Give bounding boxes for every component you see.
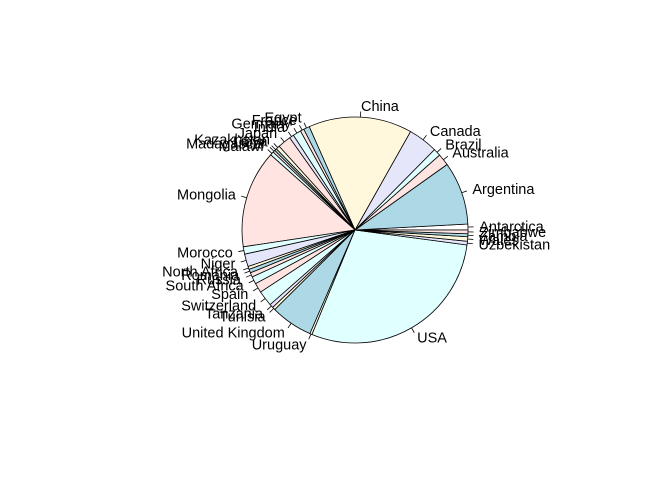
label-russia: Russia <box>197 272 242 288</box>
label-united-kingdom: United Kingdom <box>182 326 285 342</box>
label-zimbabwe: Zimbabwe <box>479 225 546 241</box>
leader-spain <box>252 287 259 292</box>
label-japan: Japan <box>238 126 278 142</box>
pie-leader-lines <box>238 111 474 340</box>
label-madagascar: Madagascar <box>186 136 266 152</box>
leader-united-kingdom <box>287 323 292 329</box>
label-south-africa: South Africa <box>166 278 245 294</box>
leader-germany <box>293 128 298 134</box>
label-usa: USA <box>417 331 447 347</box>
leader-japan <box>280 137 285 143</box>
label-romania: Romania <box>181 268 240 284</box>
label-kazakhstan: Kazakhstan <box>194 132 270 148</box>
leader-canada <box>422 135 427 141</box>
leader-tanzania <box>266 305 272 311</box>
leader-malawi <box>267 149 273 154</box>
label-argentina: Argentina <box>472 182 535 198</box>
label-wales: Wales <box>479 233 519 249</box>
leader-australia <box>443 155 449 161</box>
leader-russia <box>245 274 252 278</box>
label-egypt: Egypt <box>265 111 302 127</box>
leader-argentina <box>461 190 468 194</box>
leader-north-africa <box>243 267 249 271</box>
slice-mongolia <box>241 154 356 248</box>
leader-usa <box>411 327 415 333</box>
leader-madagascar <box>269 147 275 152</box>
label-morocco: Morocco <box>177 246 233 262</box>
leader-brazil <box>436 148 442 153</box>
pie-slices <box>241 116 469 344</box>
leader-uruguay <box>308 333 312 340</box>
label-tanzania: Tanzania <box>205 307 264 323</box>
leader-libya <box>271 145 276 150</box>
label-india: India <box>254 120 286 136</box>
label-canada: Canada <box>430 124 482 140</box>
label-australia: Australia <box>452 146 509 162</box>
leader-tunisia <box>269 308 274 313</box>
label-germany: Germany <box>231 116 291 132</box>
leader-switzerland <box>260 298 266 303</box>
label-spain: Spain <box>211 287 248 303</box>
label-antarctica: Antarctica <box>479 220 544 236</box>
label-niger: Niger <box>201 256 236 272</box>
label-switzerland: Switzerland <box>181 298 256 314</box>
label-malawi: Malawi <box>218 139 263 155</box>
leader-morocco <box>238 250 244 252</box>
leader-kazakhstan <box>273 143 279 148</box>
label-brazil: Brazil <box>445 138 481 154</box>
label-uruguay: Uruguay <box>252 337 308 353</box>
label-libya: Libya <box>233 135 269 151</box>
leader-south-africa <box>248 280 255 284</box>
leader-india <box>287 131 292 137</box>
leader-romania <box>244 270 250 274</box>
label-france: France <box>252 113 297 129</box>
pie-labels: Antarctica Argentina AustraliaBrazilCanada… <box>162 99 550 354</box>
leader-niger <box>240 260 247 263</box>
label-north-africa: North Africa <box>162 265 239 281</box>
label-zambia: Zambia <box>479 229 528 245</box>
label-mongolia: Mongolia <box>177 188 237 204</box>
label-uzbekistan: Uzbekistan <box>478 237 550 253</box>
leader-france <box>299 124 303 131</box>
leader-egypt <box>303 122 307 129</box>
label-china: China <box>361 99 400 115</box>
leader-mongolia <box>241 195 247 199</box>
leader-uzbekistan <box>467 242 473 245</box>
label-tunisia: Tunisia <box>219 309 266 325</box>
